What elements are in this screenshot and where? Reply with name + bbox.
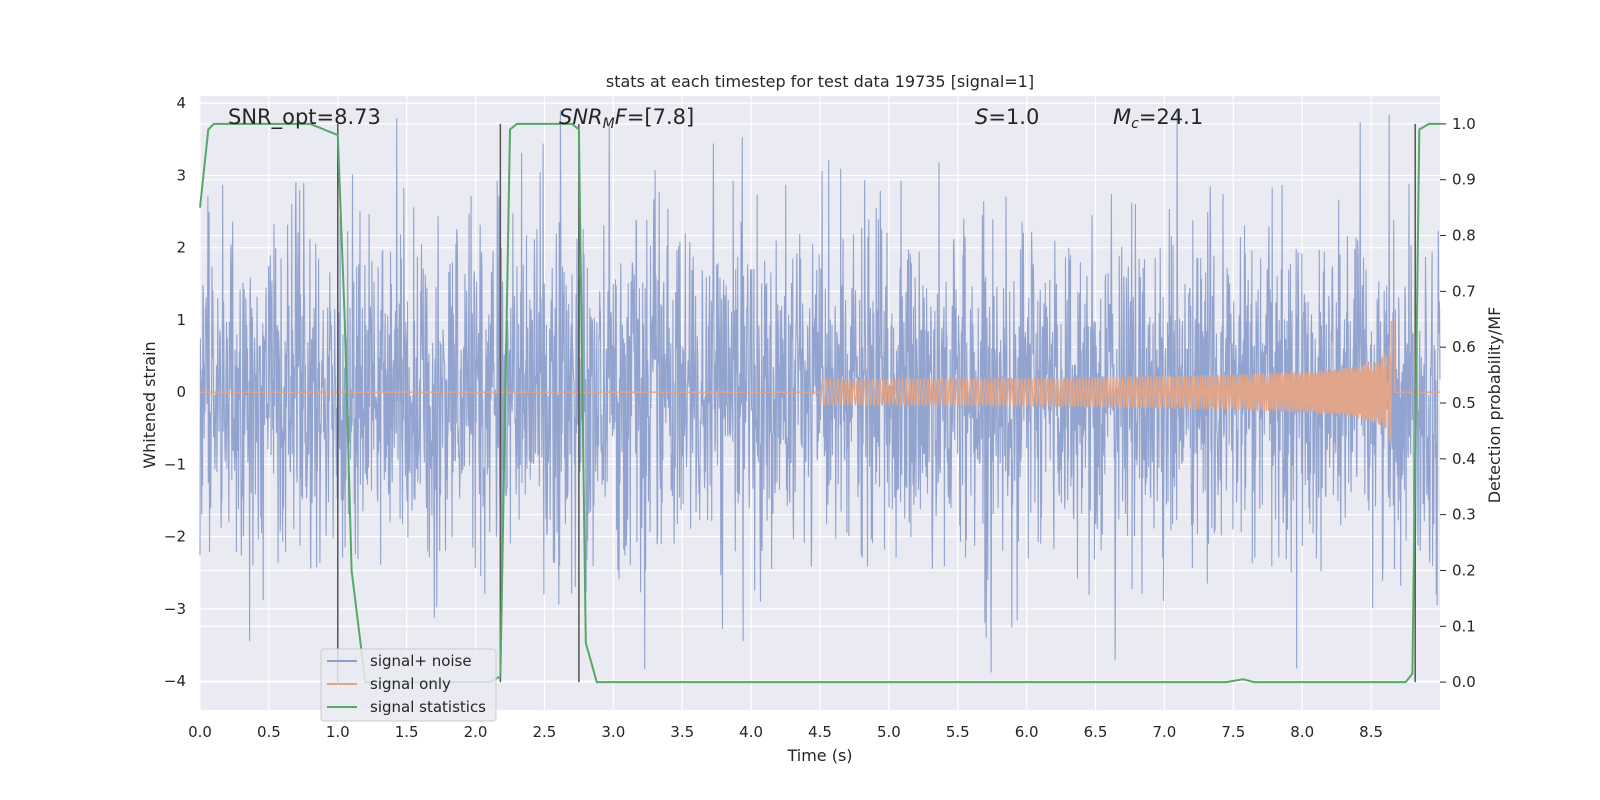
y-axis-label-right: Detection probability/MF	[1485, 307, 1504, 504]
annotation-mc: Mc=24.1	[1113, 105, 1203, 132]
x-tick-label: 4.0	[739, 723, 763, 741]
x-tick-label: 3.0	[601, 723, 625, 741]
legend-label-signal: signal only	[370, 675, 451, 693]
y-left-tick-label: −2	[164, 528, 186, 546]
y-right-tick-label: 0.1	[1452, 617, 1476, 635]
x-axis-label: Time (s)	[786, 746, 852, 765]
y-right-tick-label: 0.0	[1452, 673, 1476, 691]
y-left-tick-label: 3	[176, 166, 186, 184]
stats-series	[199, 122, 1440, 684]
x-tick-label: 8.0	[1290, 723, 1314, 741]
y-left-tick-label: 2	[176, 239, 186, 257]
legend-label-stats: signal statistics	[370, 698, 486, 716]
y-right-tick-label: 0.7	[1452, 282, 1476, 300]
y-right-tick-label: 0.5	[1452, 394, 1476, 412]
x-tick-label: 0.5	[257, 723, 281, 741]
y-left-tick-label: 1	[176, 311, 186, 329]
y-right-tick-label: 0.4	[1452, 450, 1476, 468]
x-tick-label: 1.0	[326, 723, 350, 741]
y-right-tick-label: 0.8	[1452, 227, 1476, 245]
x-tick-label: 6.0	[1015, 723, 1039, 741]
x-tick-label: 7.0	[1153, 723, 1177, 741]
x-tick-label: 6.5	[1084, 723, 1108, 741]
y-right-tick-labels: 1.0 0.9 0.8 0.7 0.6 0.5 0.4 0.3 0.2 0.1 0.0	[1440, 115, 1476, 691]
y-axis-label-left: Whitened strain	[140, 341, 159, 468]
x-tick-label: 4.5	[808, 723, 832, 741]
x-tick-label: 7.5	[1221, 723, 1245, 741]
x-tick-labels: 0.0 0.5 1.0 1.5 2.0 2.5 3.0 3.5 4.0 4.5 5.0 5.5 6.0 6…	[188, 723, 1383, 741]
series-signal-statistics	[199, 122, 1440, 684]
x-tick-label: 5.5	[946, 723, 970, 741]
x-tick-label: 1.5	[395, 723, 419, 741]
annotation-snr-opt: SNR_opt=8.73	[228, 105, 381, 130]
x-tick-label: 3.5	[670, 723, 694, 741]
y-right-tick-label: 0.9	[1452, 171, 1476, 189]
chart-title: stats at each timestep for test data 197…	[606, 72, 1034, 91]
x-tick-label: 8.5	[1359, 723, 1383, 741]
y-left-tick-label: 4	[176, 94, 186, 112]
y-right-tick-label: 0.2	[1452, 561, 1476, 579]
y-left-tick-label: −1	[164, 455, 186, 473]
y-right-tick-label: 1.0	[1452, 115, 1476, 133]
x-tick-label: 2.5	[533, 723, 557, 741]
annotation-s: S=1.0	[975, 105, 1039, 129]
series-signal-only	[200, 320, 1440, 442]
y-left-tick-label: 0	[176, 383, 186, 401]
y-left-tick-label: −3	[164, 600, 186, 618]
y-right-tick-label: 0.3	[1452, 506, 1476, 524]
y-left-tick-labels: 4 3 2 1 0 −1 −2 −3 −4	[164, 94, 186, 690]
legend: signal+ noise signal only signal statist…	[320, 648, 497, 722]
x-tick-label: 0.0	[188, 723, 212, 741]
y-right-tick-label: 0.6	[1452, 338, 1476, 356]
x-tick-label: 2.0	[464, 723, 488, 741]
x-tick-label: 5.0	[877, 723, 901, 741]
annotation-snr-mf: SNRMF=[7.8]	[559, 105, 694, 132]
signal-series	[200, 320, 1440, 442]
y-left-tick-label: −4	[164, 672, 186, 690]
legend-box	[320, 648, 497, 722]
legend-label-noise: signal+ noise	[370, 652, 472, 670]
